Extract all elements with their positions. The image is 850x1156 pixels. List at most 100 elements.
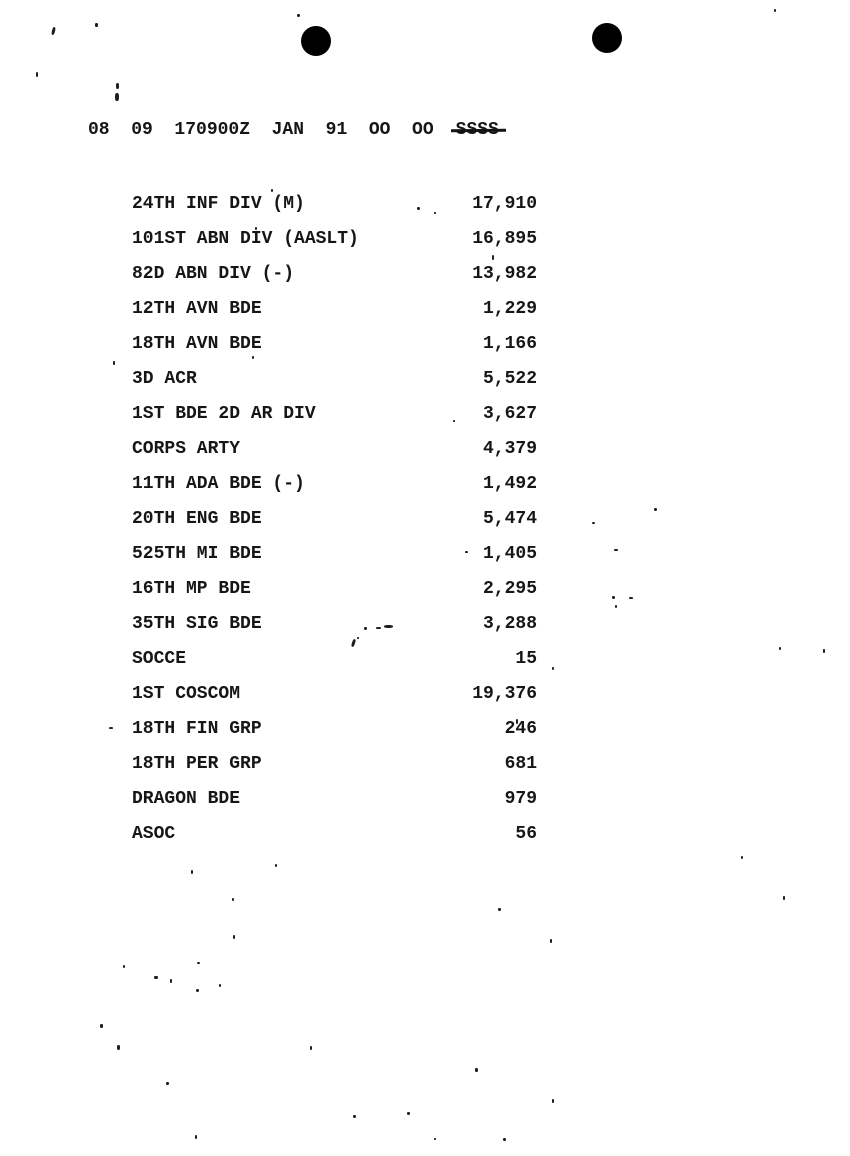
table-row: DRAGON BDE 979 [132, 781, 537, 816]
ink-speck [615, 605, 617, 608]
ink-speck [353, 1115, 356, 1118]
ink-speck [417, 207, 420, 210]
ink-speck [170, 979, 172, 983]
table-row: 1ST COSCOM 19,376 [132, 676, 537, 711]
ink-speck [255, 227, 257, 230]
table-row: 101ST ABN DIV (AASLT) 16,895 [132, 221, 537, 256]
unit-name: 18TH PER GRP [132, 753, 262, 774]
unit-strength: 1,405 [482, 543, 537, 564]
ink-speck [100, 1024, 103, 1028]
ink-speck [197, 962, 200, 964]
table-row: ASOC 56 [132, 816, 537, 851]
unit-strength: 19,376 [472, 683, 537, 704]
ink-speck [195, 1135, 197, 1139]
ink-speck [357, 637, 359, 639]
ink-speck [109, 727, 113, 729]
unit-strength: 17,910 [472, 193, 537, 214]
ink-speck [376, 627, 381, 629]
unit-name: 18TH FIN GRP [132, 718, 262, 739]
ink-speck [592, 522, 595, 524]
unit-strength: 979 [504, 788, 537, 809]
ink-speck [95, 23, 98, 27]
ink-speck [191, 870, 193, 874]
unit-strength: 15 [515, 648, 537, 669]
ink-speck [475, 1068, 478, 1072]
ink-speck [219, 984, 221, 987]
ink-speck [654, 508, 657, 511]
table-row: 18TH AVN BDE 1,166 [132, 326, 537, 361]
unit-name: ASOC [132, 823, 176, 844]
punch-hole-right-icon [592, 23, 622, 53]
unit-name: DRAGON BDE [132, 788, 241, 809]
table-row: 24TH INF DIV (M) 17,910 [132, 186, 537, 221]
unit-strength: 246 [504, 718, 537, 739]
ink-speck [823, 649, 825, 653]
ink-speck [783, 896, 785, 900]
unit-strength: 681 [504, 753, 537, 774]
ink-speck [384, 625, 393, 628]
ink-speck [51, 26, 56, 36]
table-row: 11TH ADA BDE (-) 1,492 [132, 466, 537, 501]
ink-speck [498, 908, 501, 911]
unit-strength-table: 24TH INF DIV (M) 17,910 101ST ABN DIV (AA… [132, 186, 537, 851]
table-row: 18TH PER GRP 681 [132, 746, 537, 781]
ink-speck [552, 667, 554, 670]
table-row: 82D ABN DIV (-) 13,982 [132, 256, 537, 291]
unit-strength: 4,379 [482, 438, 537, 459]
ink-speck [117, 1045, 120, 1050]
dtg-text: 08 09 170900Z JAN 91 OO OO [88, 120, 434, 140]
unit-strength: 2,295 [482, 578, 537, 599]
unit-strength: 16,895 [472, 228, 537, 249]
ink-speck [774, 9, 776, 12]
punch-hole-left-icon [301, 26, 331, 56]
ink-speck [434, 212, 436, 214]
unit-name: 20TH ENG BDE [132, 508, 262, 529]
table-row: 525TH MI BDE 1,405 [132, 536, 537, 571]
ink-speck [275, 864, 277, 867]
unit-strength: 3,627 [482, 403, 537, 424]
unit-name: 12TH AVN BDE [132, 298, 262, 319]
ink-speck [115, 93, 119, 101]
struck-classification-marking: SSSS [455, 120, 499, 140]
table-row: CORPS ARTY 4,379 [132, 431, 537, 466]
unit-name: 24TH INF DIV (M) [132, 193, 305, 214]
ink-speck [271, 189, 273, 192]
unit-name: 11TH ADA BDE (-) [132, 473, 305, 494]
unit-strength: 1,229 [482, 298, 537, 319]
ink-speck [741, 856, 743, 859]
unit-name: 35TH SIG BDE [132, 613, 262, 634]
ink-speck [779, 647, 781, 650]
ink-speck [113, 361, 115, 365]
ink-speck [310, 1046, 312, 1050]
ink-speck [123, 965, 125, 968]
datetime-group-line: 08 09 170900Z JAN 91 OO OO SSSS [88, 121, 499, 139]
ink-speck [116, 83, 119, 89]
ink-speck [196, 989, 199, 992]
ink-speck [614, 549, 618, 551]
table-row: 16TH MP BDE 2,295 [132, 571, 537, 606]
table-row: 35TH SIG BDE 3,288 [132, 606, 537, 641]
ink-speck [516, 719, 518, 724]
ink-speck [232, 898, 234, 901]
unit-name: 525TH MI BDE [132, 543, 262, 564]
unit-strength: 1,166 [482, 333, 537, 354]
unit-strength: 5,522 [482, 368, 537, 389]
ink-speck [492, 255, 494, 260]
unit-strength: 3,288 [482, 613, 537, 634]
unit-name: 1ST COSCOM [132, 683, 241, 704]
unit-name: CORPS ARTY [132, 438, 241, 459]
unit-name: 18TH AVN BDE [132, 333, 262, 354]
ink-speck [465, 551, 468, 553]
table-row: 20TH ENG BDE 5,474 [132, 501, 537, 536]
unit-strength: 5,474 [482, 508, 537, 529]
unit-name: 16TH MP BDE [132, 578, 251, 599]
ink-speck [629, 597, 633, 599]
ink-speck [552, 1099, 554, 1103]
table-row: 3D ACR 5,522 [132, 361, 537, 396]
unit-strength: 1,492 [482, 473, 537, 494]
ink-speck [453, 420, 455, 422]
ink-speck [503, 1138, 506, 1141]
ink-speck [434, 1138, 436, 1140]
unit-name: 82D ABN DIV (-) [132, 263, 295, 284]
